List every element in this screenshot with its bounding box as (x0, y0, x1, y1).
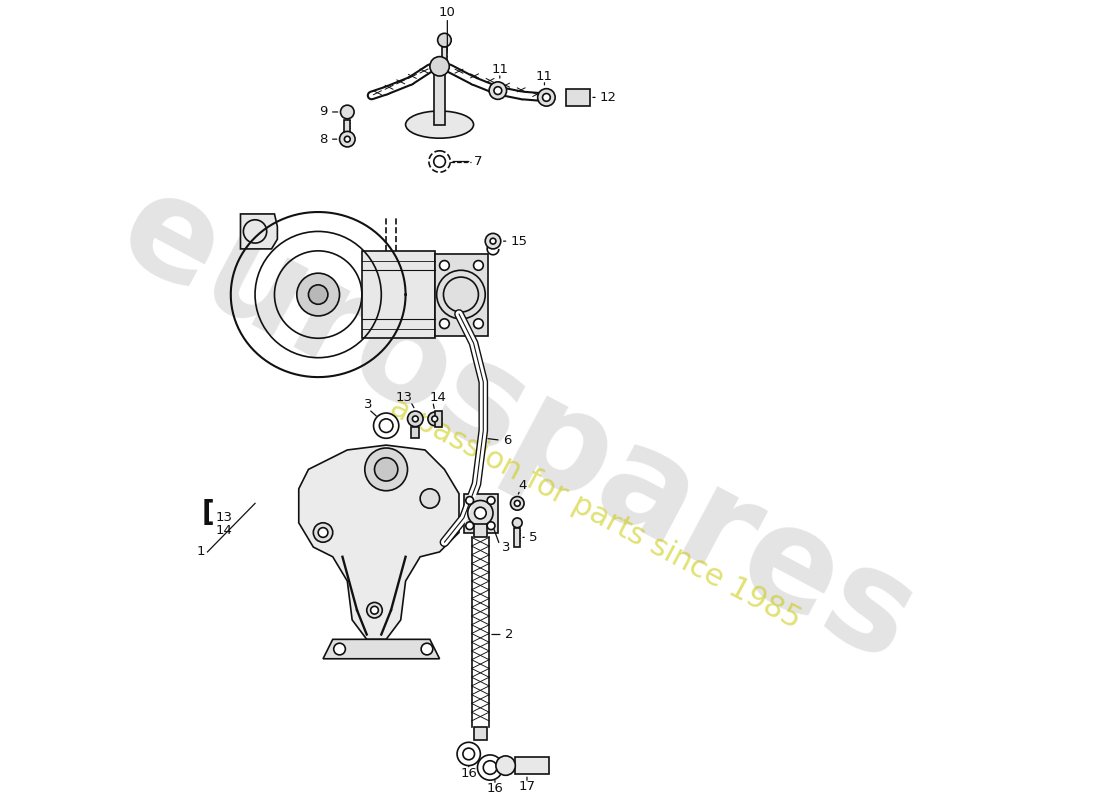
Text: 13: 13 (216, 511, 232, 525)
Text: 3: 3 (364, 398, 373, 411)
Circle shape (485, 234, 501, 249)
Text: 11: 11 (492, 62, 508, 76)
Text: 1: 1 (197, 546, 206, 558)
Circle shape (542, 94, 550, 102)
Circle shape (440, 261, 449, 270)
Circle shape (465, 522, 474, 530)
Bar (433, 66, 446, 125)
Circle shape (365, 448, 407, 490)
Text: 8: 8 (319, 133, 328, 146)
Bar (441, 47, 448, 68)
Circle shape (538, 89, 556, 106)
Polygon shape (241, 214, 277, 249)
Text: 9: 9 (319, 106, 328, 118)
Circle shape (308, 285, 328, 304)
Circle shape (412, 416, 418, 422)
Text: 14: 14 (430, 391, 447, 404)
Circle shape (314, 522, 332, 542)
Text: 15: 15 (510, 234, 528, 248)
Circle shape (297, 273, 340, 316)
Circle shape (371, 606, 378, 614)
Text: 3: 3 (502, 541, 510, 554)
Circle shape (474, 319, 483, 329)
Circle shape (440, 319, 449, 329)
Bar (565, 89, 590, 106)
Circle shape (432, 416, 438, 422)
Bar (515, 528, 520, 547)
Text: 7: 7 (474, 155, 482, 168)
Circle shape (474, 261, 483, 270)
Circle shape (430, 57, 449, 76)
Bar (362, 251, 435, 338)
Text: 10: 10 (439, 6, 455, 19)
Text: 6: 6 (503, 434, 512, 446)
Circle shape (407, 411, 424, 426)
Text: [: [ (201, 499, 214, 527)
Text: 5: 5 (529, 531, 538, 544)
Circle shape (496, 756, 515, 775)
Circle shape (513, 518, 522, 528)
Circle shape (487, 522, 495, 530)
Text: 2: 2 (505, 628, 513, 641)
Circle shape (374, 458, 398, 481)
Polygon shape (434, 254, 488, 336)
Circle shape (510, 497, 524, 510)
Polygon shape (299, 445, 459, 639)
Circle shape (344, 136, 350, 142)
Circle shape (340, 131, 355, 147)
Text: a passion for parts since 1985: a passion for parts since 1985 (385, 392, 805, 634)
Bar (474, 726, 487, 740)
Polygon shape (323, 639, 440, 658)
Text: 11: 11 (536, 70, 553, 82)
Circle shape (333, 643, 345, 655)
Circle shape (438, 34, 451, 47)
Bar (515, 757, 549, 774)
Circle shape (341, 105, 354, 118)
Text: 4: 4 (518, 479, 526, 492)
Polygon shape (464, 494, 498, 533)
Text: 14: 14 (216, 524, 232, 537)
Circle shape (494, 86, 502, 94)
Circle shape (421, 643, 432, 655)
Ellipse shape (406, 111, 474, 138)
Text: 16: 16 (486, 782, 504, 795)
Bar (474, 524, 487, 538)
Circle shape (465, 497, 474, 504)
Bar (434, 411, 441, 426)
Text: 17: 17 (518, 781, 536, 794)
Text: eurospares: eurospares (98, 160, 937, 691)
Circle shape (491, 238, 496, 244)
Text: 13: 13 (395, 391, 412, 404)
Circle shape (515, 501, 520, 506)
Circle shape (420, 489, 440, 508)
Circle shape (487, 497, 495, 504)
Bar (411, 426, 419, 438)
Text: 12: 12 (600, 91, 617, 104)
Bar (344, 120, 350, 139)
Circle shape (318, 528, 328, 538)
Circle shape (366, 602, 383, 618)
Circle shape (474, 507, 486, 519)
Circle shape (428, 412, 441, 426)
Text: 16: 16 (460, 767, 477, 780)
Circle shape (490, 82, 507, 99)
